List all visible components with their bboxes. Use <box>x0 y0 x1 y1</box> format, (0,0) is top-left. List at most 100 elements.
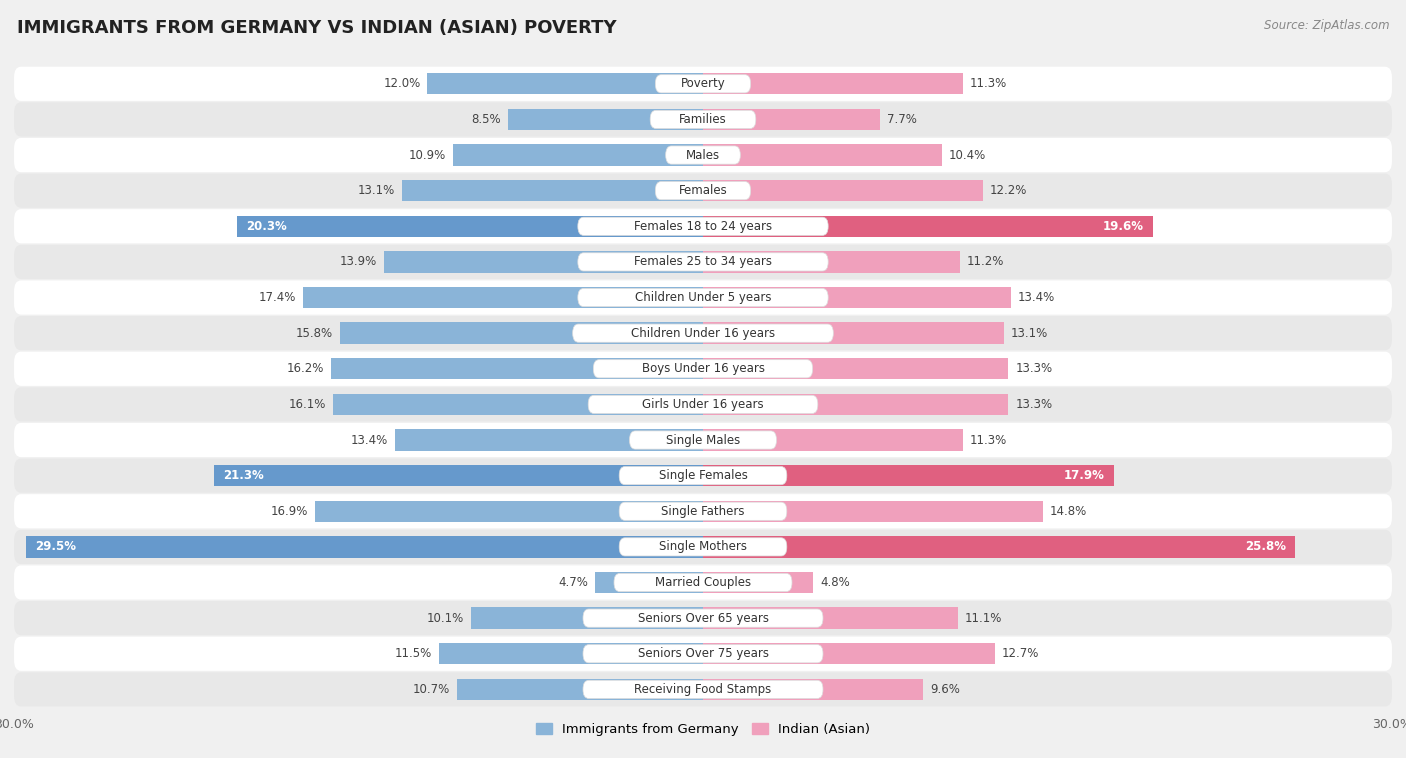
Bar <box>703 643 994 665</box>
Text: 13.3%: 13.3% <box>1015 398 1053 411</box>
FancyBboxPatch shape <box>14 174 1392 208</box>
FancyBboxPatch shape <box>619 467 787 484</box>
FancyBboxPatch shape <box>572 324 834 342</box>
Bar <box>703 572 813 594</box>
FancyBboxPatch shape <box>14 494 1392 528</box>
Text: 14.8%: 14.8% <box>1050 505 1087 518</box>
Bar <box>703 536 1295 558</box>
Text: 16.2%: 16.2% <box>287 362 323 375</box>
FancyBboxPatch shape <box>655 182 751 200</box>
FancyBboxPatch shape <box>614 573 792 591</box>
Bar <box>330 358 703 380</box>
Text: 7.7%: 7.7% <box>887 113 917 126</box>
Bar <box>703 251 960 273</box>
Bar <box>703 215 1153 237</box>
FancyBboxPatch shape <box>665 146 741 164</box>
FancyBboxPatch shape <box>14 316 1392 350</box>
Bar <box>703 500 1043 522</box>
FancyBboxPatch shape <box>14 352 1392 386</box>
Text: 12.2%: 12.2% <box>990 184 1028 197</box>
Text: Males: Males <box>686 149 720 161</box>
Text: 13.4%: 13.4% <box>352 434 388 446</box>
Text: Poverty: Poverty <box>681 77 725 90</box>
FancyBboxPatch shape <box>588 396 818 413</box>
Bar <box>703 678 924 700</box>
Bar <box>703 180 983 202</box>
Bar <box>703 465 1114 487</box>
Text: 17.4%: 17.4% <box>259 291 297 304</box>
Bar <box>471 607 703 629</box>
Text: 13.1%: 13.1% <box>1011 327 1047 340</box>
Text: Source: ZipAtlas.com: Source: ZipAtlas.com <box>1264 19 1389 32</box>
FancyBboxPatch shape <box>578 218 828 236</box>
Bar <box>703 607 957 629</box>
Text: 10.7%: 10.7% <box>413 683 450 696</box>
Bar <box>703 287 1011 309</box>
Bar <box>340 322 703 344</box>
FancyBboxPatch shape <box>14 67 1392 101</box>
Text: Females 25 to 34 years: Females 25 to 34 years <box>634 255 772 268</box>
FancyBboxPatch shape <box>655 75 751 93</box>
Text: 11.3%: 11.3% <box>969 434 1007 446</box>
FancyBboxPatch shape <box>583 609 823 627</box>
Text: 15.8%: 15.8% <box>297 327 333 340</box>
FancyBboxPatch shape <box>14 387 1392 421</box>
Bar <box>508 108 703 130</box>
Text: 10.4%: 10.4% <box>949 149 986 161</box>
Text: IMMIGRANTS FROM GERMANY VS INDIAN (ASIAN) POVERTY: IMMIGRANTS FROM GERMANY VS INDIAN (ASIAN… <box>17 19 616 37</box>
FancyBboxPatch shape <box>593 360 813 377</box>
FancyBboxPatch shape <box>650 111 756 129</box>
Text: 11.5%: 11.5% <box>395 647 432 660</box>
Text: 12.7%: 12.7% <box>1001 647 1039 660</box>
Bar <box>402 180 703 202</box>
Text: Single Males: Single Males <box>666 434 740 446</box>
Legend: Immigrants from Germany, Indian (Asian): Immigrants from Germany, Indian (Asian) <box>530 718 876 742</box>
Text: Married Couples: Married Couples <box>655 576 751 589</box>
Text: Families: Families <box>679 113 727 126</box>
FancyBboxPatch shape <box>583 644 823 662</box>
Text: 13.9%: 13.9% <box>340 255 377 268</box>
Text: Single Mothers: Single Mothers <box>659 540 747 553</box>
FancyBboxPatch shape <box>14 280 1392 315</box>
Text: Single Females: Single Females <box>658 469 748 482</box>
FancyBboxPatch shape <box>583 680 823 698</box>
Text: 11.3%: 11.3% <box>969 77 1007 90</box>
Text: 13.1%: 13.1% <box>359 184 395 197</box>
Text: 16.9%: 16.9% <box>270 505 308 518</box>
Text: 17.9%: 17.9% <box>1064 469 1105 482</box>
FancyBboxPatch shape <box>578 289 828 306</box>
Bar <box>453 144 703 166</box>
Text: 8.5%: 8.5% <box>471 113 501 126</box>
FancyBboxPatch shape <box>619 537 787 556</box>
Text: Girls Under 16 years: Girls Under 16 years <box>643 398 763 411</box>
Text: 13.3%: 13.3% <box>1015 362 1053 375</box>
Bar <box>703 73 963 95</box>
Text: 21.3%: 21.3% <box>224 469 264 482</box>
Bar <box>703 393 1008 415</box>
Bar <box>703 144 942 166</box>
Bar <box>439 643 703 665</box>
FancyBboxPatch shape <box>14 530 1392 564</box>
Bar <box>427 73 703 95</box>
Text: 20.3%: 20.3% <box>246 220 287 233</box>
FancyBboxPatch shape <box>14 565 1392 600</box>
Text: 11.2%: 11.2% <box>967 255 1004 268</box>
FancyBboxPatch shape <box>14 637 1392 671</box>
Text: Females: Females <box>679 184 727 197</box>
Text: Single Fathers: Single Fathers <box>661 505 745 518</box>
Bar <box>315 500 703 522</box>
Text: Seniors Over 65 years: Seniors Over 65 years <box>637 612 769 625</box>
Text: Seniors Over 75 years: Seniors Over 75 years <box>637 647 769 660</box>
FancyBboxPatch shape <box>630 431 776 449</box>
Text: Boys Under 16 years: Boys Under 16 years <box>641 362 765 375</box>
Text: 11.1%: 11.1% <box>965 612 1002 625</box>
FancyBboxPatch shape <box>14 423 1392 457</box>
FancyBboxPatch shape <box>14 601 1392 635</box>
Text: 29.5%: 29.5% <box>35 540 76 553</box>
Bar <box>703 429 963 451</box>
Bar <box>395 429 703 451</box>
Text: 10.9%: 10.9% <box>409 149 446 161</box>
FancyBboxPatch shape <box>619 502 787 520</box>
Text: 4.8%: 4.8% <box>820 576 849 589</box>
Text: 10.1%: 10.1% <box>427 612 464 625</box>
